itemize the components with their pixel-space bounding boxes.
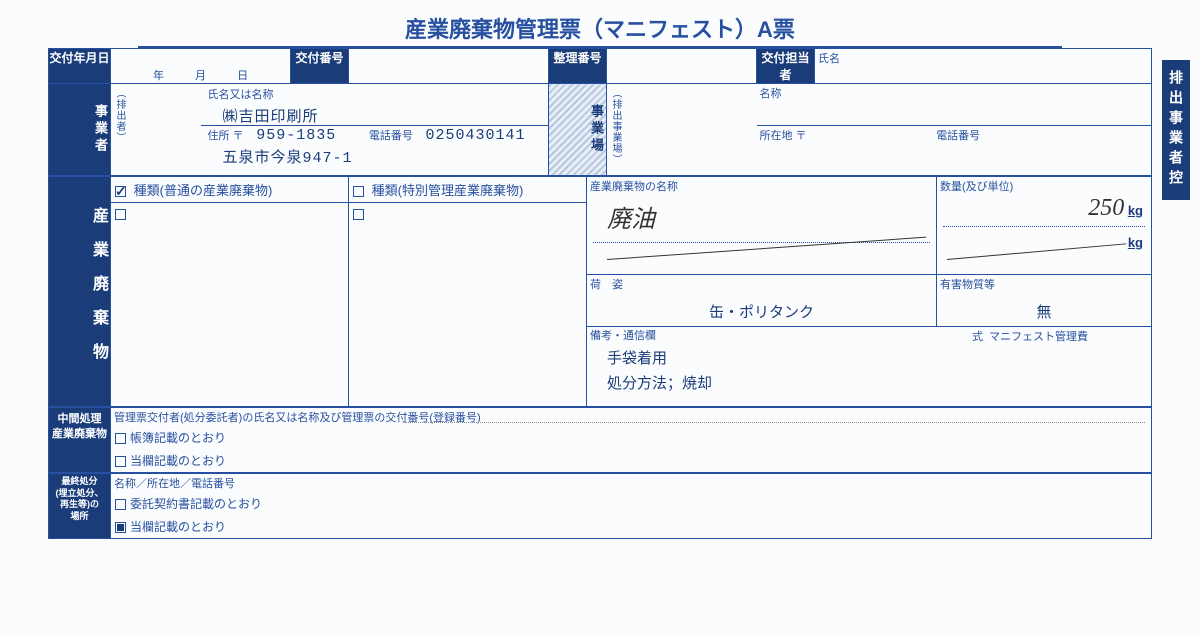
form-title: 産業廃棄物管理票（マニフェスト）A票 — [138, 8, 1062, 48]
final-table: 最終処分 (埋立処分、 再生等)の 場所 名称／所在地／電話番号 委託契約書記載… — [48, 473, 1152, 539]
side-tab: 排出事業者控 — [1162, 60, 1190, 200]
shiki-lbl: 式 — [969, 327, 986, 345]
waste-name-val: 廃油 — [587, 195, 936, 238]
checkbox-icon[interactable] — [115, 456, 126, 467]
addr-val: 五泉市今泉947-1 — [205, 144, 545, 169]
jigyoba-sub-cell: （排出事業場） — [607, 84, 757, 176]
month-lbl: 月 — [195, 70, 206, 82]
normal-hdr-txt: 種類(普通の産業廃棄物) — [134, 183, 273, 198]
dotted-rule — [405, 422, 1145, 423]
qty-val: 250 — [1088, 195, 1124, 221]
issue-date-cell: 年 月 日 — [111, 49, 291, 84]
normal-types-cell: 種類(普通の産業廃棄物) — [111, 177, 349, 407]
shape-cell: 荷 姿 缶・ポリタンク — [587, 275, 937, 327]
mid-table: 中間処理産業廃棄物 管理票交付者(処分委託者)の氏名又は名称及び管理票の交付番号… — [48, 407, 1152, 473]
ref-no-hdr: 整理番号 — [549, 49, 607, 84]
checkbox-icon[interactable] — [115, 209, 126, 220]
hazard-cell: 有害物質等 無 — [937, 275, 1152, 327]
final-line1: 名称／所在地／電話番号 — [111, 474, 1151, 492]
tel-val: 0250430141 — [419, 125, 531, 146]
mid-body: 管理票交付者(処分委託者)の氏名又は名称及び管理票の交付番号(登録番号) 帳簿記… — [111, 408, 1152, 473]
mgmt-fee-lbl: マニフェスト管理費 — [986, 327, 1091, 345]
special-types-cell: 種類(特別管理産業廃棄物) — [349, 177, 587, 407]
addr-lbl: 住所 〒 — [205, 129, 247, 143]
jigyosha-sub-cell: （排出者） — [111, 84, 201, 176]
jigyosha-hdr: 事業者 — [49, 84, 111, 176]
year-lbl: 年 — [153, 70, 164, 82]
checkbox-icon[interactable] — [353, 209, 364, 220]
waste-name-cell: 産業廃棄物の名称 廃油 — [587, 177, 937, 275]
hazard-lbl: 有害物質等 — [937, 275, 1151, 293]
unit-lbl: kg — [1128, 203, 1143, 218]
mid-line1: 管理票交付者(処分委託者)の氏名又は名称及び管理票の交付番号(登録番号) — [111, 408, 1151, 426]
mid-opt2: 当欄記載のとおり — [130, 454, 226, 468]
checkbox-icon[interactable] — [115, 522, 126, 533]
jigyoba-body: 名称 所在地 〒 電話番号 — [757, 84, 1152, 176]
person-hdr: 交付担当者 — [757, 49, 815, 84]
person-name-lbl: 氏名 — [815, 49, 1151, 67]
hazard-val: 無 — [937, 293, 1151, 322]
issue-no-hdr: 交付番号 — [291, 49, 349, 84]
issue-no-cell — [349, 49, 549, 84]
notes1: 手袋着用 — [587, 343, 1151, 372]
notes-cell: 備考・通信欄 マニフェスト管理費 式 手袋着用 処分方法；焼却 — [587, 327, 1152, 407]
postal-val: 959-1835 — [250, 125, 342, 146]
issue-date-hdr: 交付年月日 — [49, 49, 111, 84]
final-opt1: 委託契約書記載のとおり — [130, 497, 262, 511]
ref-no-cell — [607, 49, 757, 84]
special-hdr-txt: 種類(特別管理産業廃棄物) — [372, 183, 524, 198]
shape-val: 缶・ポリタンク — [587, 293, 936, 322]
checkbox-icon[interactable] — [115, 186, 126, 197]
checkbox-icon[interactable] — [115, 499, 126, 510]
tel-lbl: 電話番号 — [366, 129, 416, 143]
jigyoba-loc-lbl: 所在地 〒 — [757, 126, 810, 144]
mid-hdr: 中間処理産業廃棄物 — [49, 408, 111, 473]
waste-hdr: 産業廃棄物 — [49, 177, 111, 407]
notes-lbl: 備考・通信欄 — [587, 329, 659, 343]
final-body: 名称／所在地／電話番号 委託契約書記載のとおり 当欄記載のとおり — [111, 474, 1152, 539]
jigyoba-sub: （排出事業場） — [607, 84, 624, 169]
person-cell: 氏名 — [815, 49, 1152, 84]
jigyoba-name-lbl: 名称 — [757, 84, 1152, 102]
jigyosha-body: 氏名又は名称 ㈱吉田印刷所 住所 〒 959-1835 電話番号 0250430… — [201, 84, 549, 176]
qty-cell: 数量(及び単位) 250 kg kg — [937, 177, 1152, 275]
mid-opt1: 帳簿記載のとおり — [130, 431, 226, 445]
jigyoba-hdr: 事業場 — [549, 84, 607, 176]
waste-name-lbl: 産業廃棄物の名称 — [587, 177, 936, 195]
unit-lbl2: kg — [1128, 235, 1143, 250]
checkbox-icon[interactable] — [115, 433, 126, 444]
jigyoba-tel-lbl: 電話番号 — [933, 126, 983, 144]
final-hdr: 最終処分 (埋立処分、 再生等)の 場所 — [49, 474, 111, 539]
final-opt2: 当欄記載のとおり — [130, 520, 226, 534]
manifest-table: 交付年月日 年 月 日 交付番号 整理番号 交付担当者 氏名 事業者 — [48, 48, 1152, 176]
shape-lbl: 荷 姿 — [587, 275, 936, 293]
jigyosha-sub: （排出者） — [111, 84, 128, 147]
notes2: 処分方法；焼却 — [587, 372, 1151, 393]
jigyosha-name-lbl: 氏名又は名称 — [205, 85, 545, 103]
day-lbl: 日 — [237, 70, 248, 82]
waste-table: 産業廃棄物 種類(普通の産業廃棄物) 種類(特別管理産業廃棄物) 産業廃 — [48, 176, 1152, 407]
strike-line — [607, 237, 926, 260]
qty-lbl: 数量(及び単位) — [937, 177, 1151, 195]
checkbox-icon[interactable] — [353, 186, 364, 197]
